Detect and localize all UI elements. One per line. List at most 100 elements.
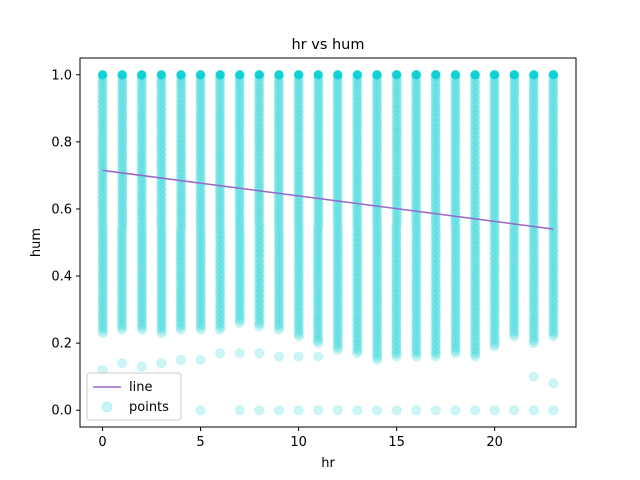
scatter-point (411, 84, 422, 95)
scatter-point (117, 193, 128, 204)
scatter-point (235, 70, 245, 80)
scatter-point (489, 336, 500, 347)
scatter-point (489, 321, 500, 332)
scatter-point (273, 178, 284, 189)
scatter-point (313, 202, 324, 213)
scatter-point (254, 263, 265, 274)
scatter-point (156, 305, 167, 316)
scatter-point (117, 70, 127, 80)
scatter-point (449, 184, 461, 195)
scatter-point (195, 156, 206, 167)
scatter-point (450, 310, 461, 321)
scatter-point (253, 225, 265, 236)
scatter-point (391, 127, 403, 138)
scatter-point (450, 257, 461, 268)
scatter-point (254, 97, 265, 108)
scatter-point (391, 313, 402, 324)
scatter-point (293, 255, 305, 267)
scatter-point (313, 212, 324, 223)
scatter-point (391, 170, 402, 181)
scatter-point (156, 227, 167, 238)
scatter-point (117, 80, 128, 91)
scatter-point (372, 133, 383, 144)
scatter-point (293, 89, 305, 101)
scatter-point (352, 239, 363, 251)
scatter-point (214, 249, 225, 260)
scatter-point (391, 167, 403, 178)
scatter-point (411, 228, 422, 239)
scatter-point (215, 85, 226, 96)
scatter-point (234, 312, 245, 324)
scatter-point (391, 162, 403, 173)
scatter-point (450, 171, 461, 183)
scatter-point (273, 299, 284, 310)
scatter-point (332, 284, 343, 295)
scatter-point (214, 218, 225, 230)
scatter-point (449, 109, 461, 120)
scatter-point (489, 127, 500, 138)
scatter-point (470, 311, 481, 322)
scatter-point (97, 197, 109, 208)
scatter-point (195, 281, 206, 293)
scatter-point (273, 171, 285, 182)
scatter-point (273, 151, 285, 162)
scatter-point (97, 93, 108, 105)
scatter-point (175, 284, 187, 295)
scatter-point (391, 293, 402, 304)
scatter-point (313, 262, 324, 273)
scatter-point (214, 188, 225, 199)
scatter-point (234, 242, 245, 253)
scatter-point (254, 197, 265, 209)
scatter-point (176, 196, 187, 207)
scatter-point (156, 295, 167, 306)
scatter-point (391, 210, 402, 221)
scatter-point (312, 234, 323, 246)
scatter-point (450, 161, 461, 173)
scatter-point (411, 291, 422, 302)
scatter-point (430, 250, 441, 262)
scatter-point (214, 223, 225, 235)
scatter-point (175, 276, 186, 288)
scatter-point (528, 371, 539, 382)
scatter-point (411, 180, 422, 191)
scatter-point (372, 138, 383, 149)
scatter-point (155, 114, 167, 125)
scatter-point (391, 122, 403, 133)
scatter-point (411, 135, 422, 146)
scatter-point (156, 234, 167, 246)
scatter-point (431, 293, 442, 304)
scatter-point (489, 263, 501, 274)
scatter-point (351, 81, 363, 92)
scatter-point (175, 198, 187, 210)
scatter-point (351, 307, 363, 319)
scatter-point (391, 79, 402, 90)
scatter-point (97, 224, 108, 236)
scatter-point (293, 180, 305, 191)
scatter-point (431, 243, 442, 254)
scatter-point (313, 204, 324, 215)
scatter-point (430, 225, 441, 236)
scatter-point (450, 255, 461, 266)
y-tick-label: 0.4 (51, 270, 72, 285)
scatter-point (313, 227, 324, 238)
scatter-point (351, 192, 363, 203)
scatter-point (293, 213, 304, 224)
scatter-point (469, 283, 481, 294)
scatter-point (313, 101, 324, 112)
scatter-point (371, 186, 382, 197)
scatter-point (137, 98, 148, 109)
scatter-point (352, 204, 363, 215)
scatter-point (431, 248, 442, 259)
scatter-point (411, 225, 422, 236)
scatter-point (97, 88, 108, 100)
scatter-point (253, 230, 265, 241)
scatter-point (235, 305, 246, 316)
scatter-point (489, 248, 501, 259)
scatter-point (156, 126, 167, 137)
scatter-point (391, 82, 403, 93)
scatter-point (234, 292, 245, 303)
scatter-point (333, 70, 343, 80)
scatter-point (489, 135, 500, 146)
scatter-point (175, 153, 187, 164)
scatter-point (253, 240, 265, 251)
